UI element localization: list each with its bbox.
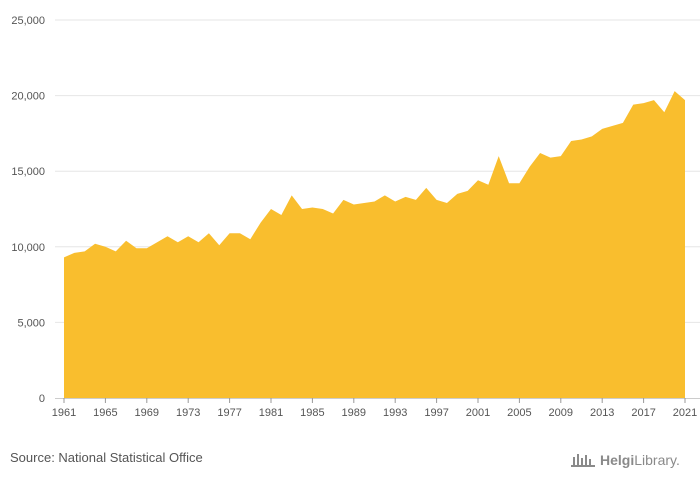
x-tick-label: 1961 xyxy=(52,407,76,419)
x-tick-label: 2013 xyxy=(590,407,614,419)
y-tick-label: 25,000 xyxy=(11,15,45,27)
series-area xyxy=(64,91,685,399)
series-layer xyxy=(64,91,685,399)
y-tick-label: 10,000 xyxy=(11,242,45,254)
x-tick-label: 2021 xyxy=(673,407,697,419)
y-tick-label: 0 xyxy=(39,393,45,405)
x-tick-label: 2005 xyxy=(507,407,531,419)
y-tick-label: 15,000 xyxy=(11,166,45,178)
x-tick-label: 1993 xyxy=(383,407,407,419)
x-tick-label: 2017 xyxy=(631,407,655,419)
source-note: Source: National Statistical Office xyxy=(10,450,203,465)
x-tick-label: 1981 xyxy=(259,407,283,419)
x-tick-label: 2001 xyxy=(466,407,490,419)
library-icon xyxy=(571,454,595,467)
x-tick-label: 2009 xyxy=(549,407,573,419)
x-tick-label: 1977 xyxy=(217,407,241,419)
y-tick-label: 20,000 xyxy=(11,91,45,103)
x-tick-label: 1973 xyxy=(176,407,200,419)
x-tick-label: 1989 xyxy=(342,407,366,419)
x-tick-label: 1997 xyxy=(424,407,448,419)
x-tick-label: 1969 xyxy=(135,407,159,419)
axes: 0 5,000 10,000 15,000 20,000 25,000 1961 1965 19… xyxy=(11,15,700,419)
brand-logo: HelgiLibrary. xyxy=(570,450,680,470)
x-tick-label: 1965 xyxy=(93,407,117,419)
area-chart: 0 5,000 10,000 15,000 20,000 25,000 1961 1965 19… xyxy=(11,15,700,419)
y-tick-label: 5,000 xyxy=(17,317,45,329)
brand-name: HelgiLibrary. xyxy=(600,452,680,468)
x-tick-label: 1985 xyxy=(300,407,324,419)
